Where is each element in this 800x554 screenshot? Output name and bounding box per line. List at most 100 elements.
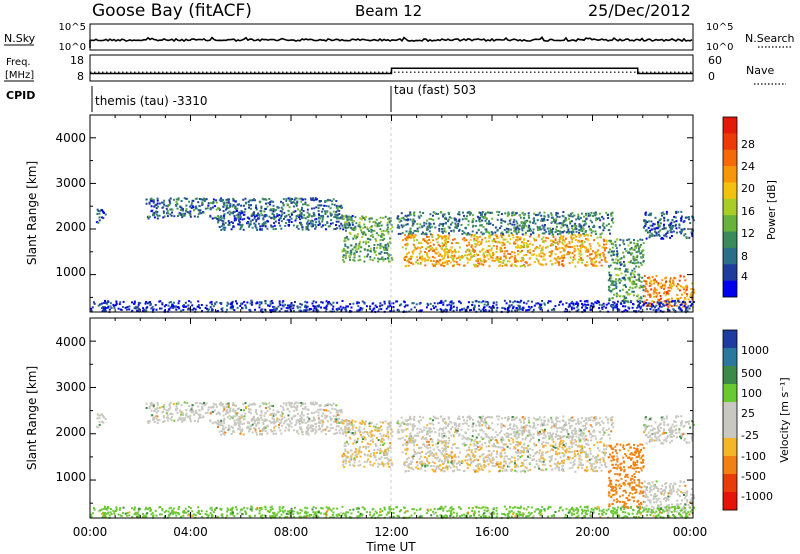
power-cell <box>561 303 564 306</box>
power-cell <box>679 297 682 299</box>
velocity-cell <box>288 403 291 406</box>
velocity-cell <box>147 422 150 425</box>
velocity-cell <box>269 405 272 408</box>
power-cell <box>565 245 568 247</box>
power-cell <box>190 207 193 209</box>
power-cell <box>610 225 613 228</box>
power-cell <box>309 197 312 200</box>
power-cell <box>333 228 336 231</box>
velocity-cell <box>238 407 240 410</box>
power-cell <box>228 206 231 209</box>
power-cell <box>591 250 594 253</box>
power-cell <box>513 300 516 303</box>
velocity-cell <box>274 420 277 423</box>
power-cell <box>479 257 481 260</box>
power-cell <box>580 228 583 231</box>
power-cell <box>554 242 557 244</box>
power-cell <box>532 308 535 311</box>
power-cell <box>404 255 407 258</box>
velocity-cell <box>327 409 330 412</box>
power-cell <box>97 304 100 307</box>
power-cell <box>220 225 223 228</box>
velocity-cell <box>300 418 303 421</box>
power-cell <box>605 247 607 249</box>
power-cell <box>678 289 681 292</box>
power-cell <box>664 301 667 304</box>
power-cell <box>649 308 652 311</box>
velocity-cell <box>200 402 203 405</box>
power-cell <box>383 302 386 305</box>
power-cell <box>453 248 456 251</box>
velocity-cell <box>282 408 285 411</box>
power-cell <box>366 226 369 229</box>
power-cell <box>661 228 664 230</box>
power-cell <box>234 200 237 203</box>
power-cell <box>227 201 230 204</box>
power-cell <box>373 247 376 249</box>
power-cell <box>529 221 532 224</box>
power-cell <box>682 221 685 224</box>
power-cell <box>162 210 165 213</box>
power-cell <box>231 305 234 308</box>
power-cell <box>210 202 213 204</box>
velocity-cell <box>336 420 339 423</box>
power-cell <box>530 229 533 232</box>
velocity-cell <box>253 415 255 418</box>
power-cell <box>287 209 290 212</box>
power-cell <box>590 262 593 265</box>
power-cell <box>344 221 347 224</box>
power-cell <box>573 224 576 227</box>
velocity-cell <box>306 429 309 432</box>
power-cell <box>432 219 435 221</box>
power-cell <box>537 302 540 305</box>
power-cell <box>386 247 389 250</box>
power-cell <box>274 209 277 212</box>
power-cell <box>361 300 364 303</box>
power-cell <box>227 224 230 226</box>
power-cell <box>557 243 560 246</box>
power-cell <box>644 280 647 283</box>
power-cell <box>490 231 493 233</box>
power-cell <box>118 303 121 306</box>
power-cell <box>165 207 168 210</box>
power-cell <box>581 302 583 305</box>
velocity-cell <box>340 411 343 414</box>
power-cell <box>649 235 652 238</box>
power-cell <box>608 251 611 254</box>
power-cell <box>368 220 371 223</box>
power-cell <box>353 253 355 256</box>
power-cell <box>450 246 453 249</box>
power-ytick-4000: 4000 <box>55 131 86 145</box>
power-cell <box>477 262 480 265</box>
power-cell <box>560 226 563 229</box>
velocity-cell <box>181 412 184 415</box>
power-cell <box>681 306 684 309</box>
power-cell <box>258 201 261 204</box>
velocity-cell <box>145 402 148 405</box>
power-cell <box>522 226 525 229</box>
velocity-cell <box>172 403 175 405</box>
power-cell <box>447 256 450 259</box>
power-cell <box>565 231 568 234</box>
velocity-cell <box>313 417 316 420</box>
power-cell <box>582 220 584 223</box>
power-cell <box>486 249 489 252</box>
velocity-cell <box>158 406 161 409</box>
power-cell <box>425 222 428 225</box>
velocity-cell <box>313 411 316 414</box>
velocity-cell <box>350 421 353 424</box>
power-cell <box>483 258 486 261</box>
velocity-cell <box>386 431 389 434</box>
power-cell <box>672 282 675 285</box>
power-cell <box>295 226 298 229</box>
velocity-cell <box>209 411 212 414</box>
power-cell <box>465 250 467 253</box>
power-cell <box>515 220 518 223</box>
power-cell <box>277 206 280 209</box>
power-cell <box>297 227 300 230</box>
power-cell <box>588 253 591 256</box>
power-cell <box>254 223 257 226</box>
power-cell <box>563 230 566 233</box>
power-cell <box>392 302 395 305</box>
power-cell <box>153 216 156 219</box>
